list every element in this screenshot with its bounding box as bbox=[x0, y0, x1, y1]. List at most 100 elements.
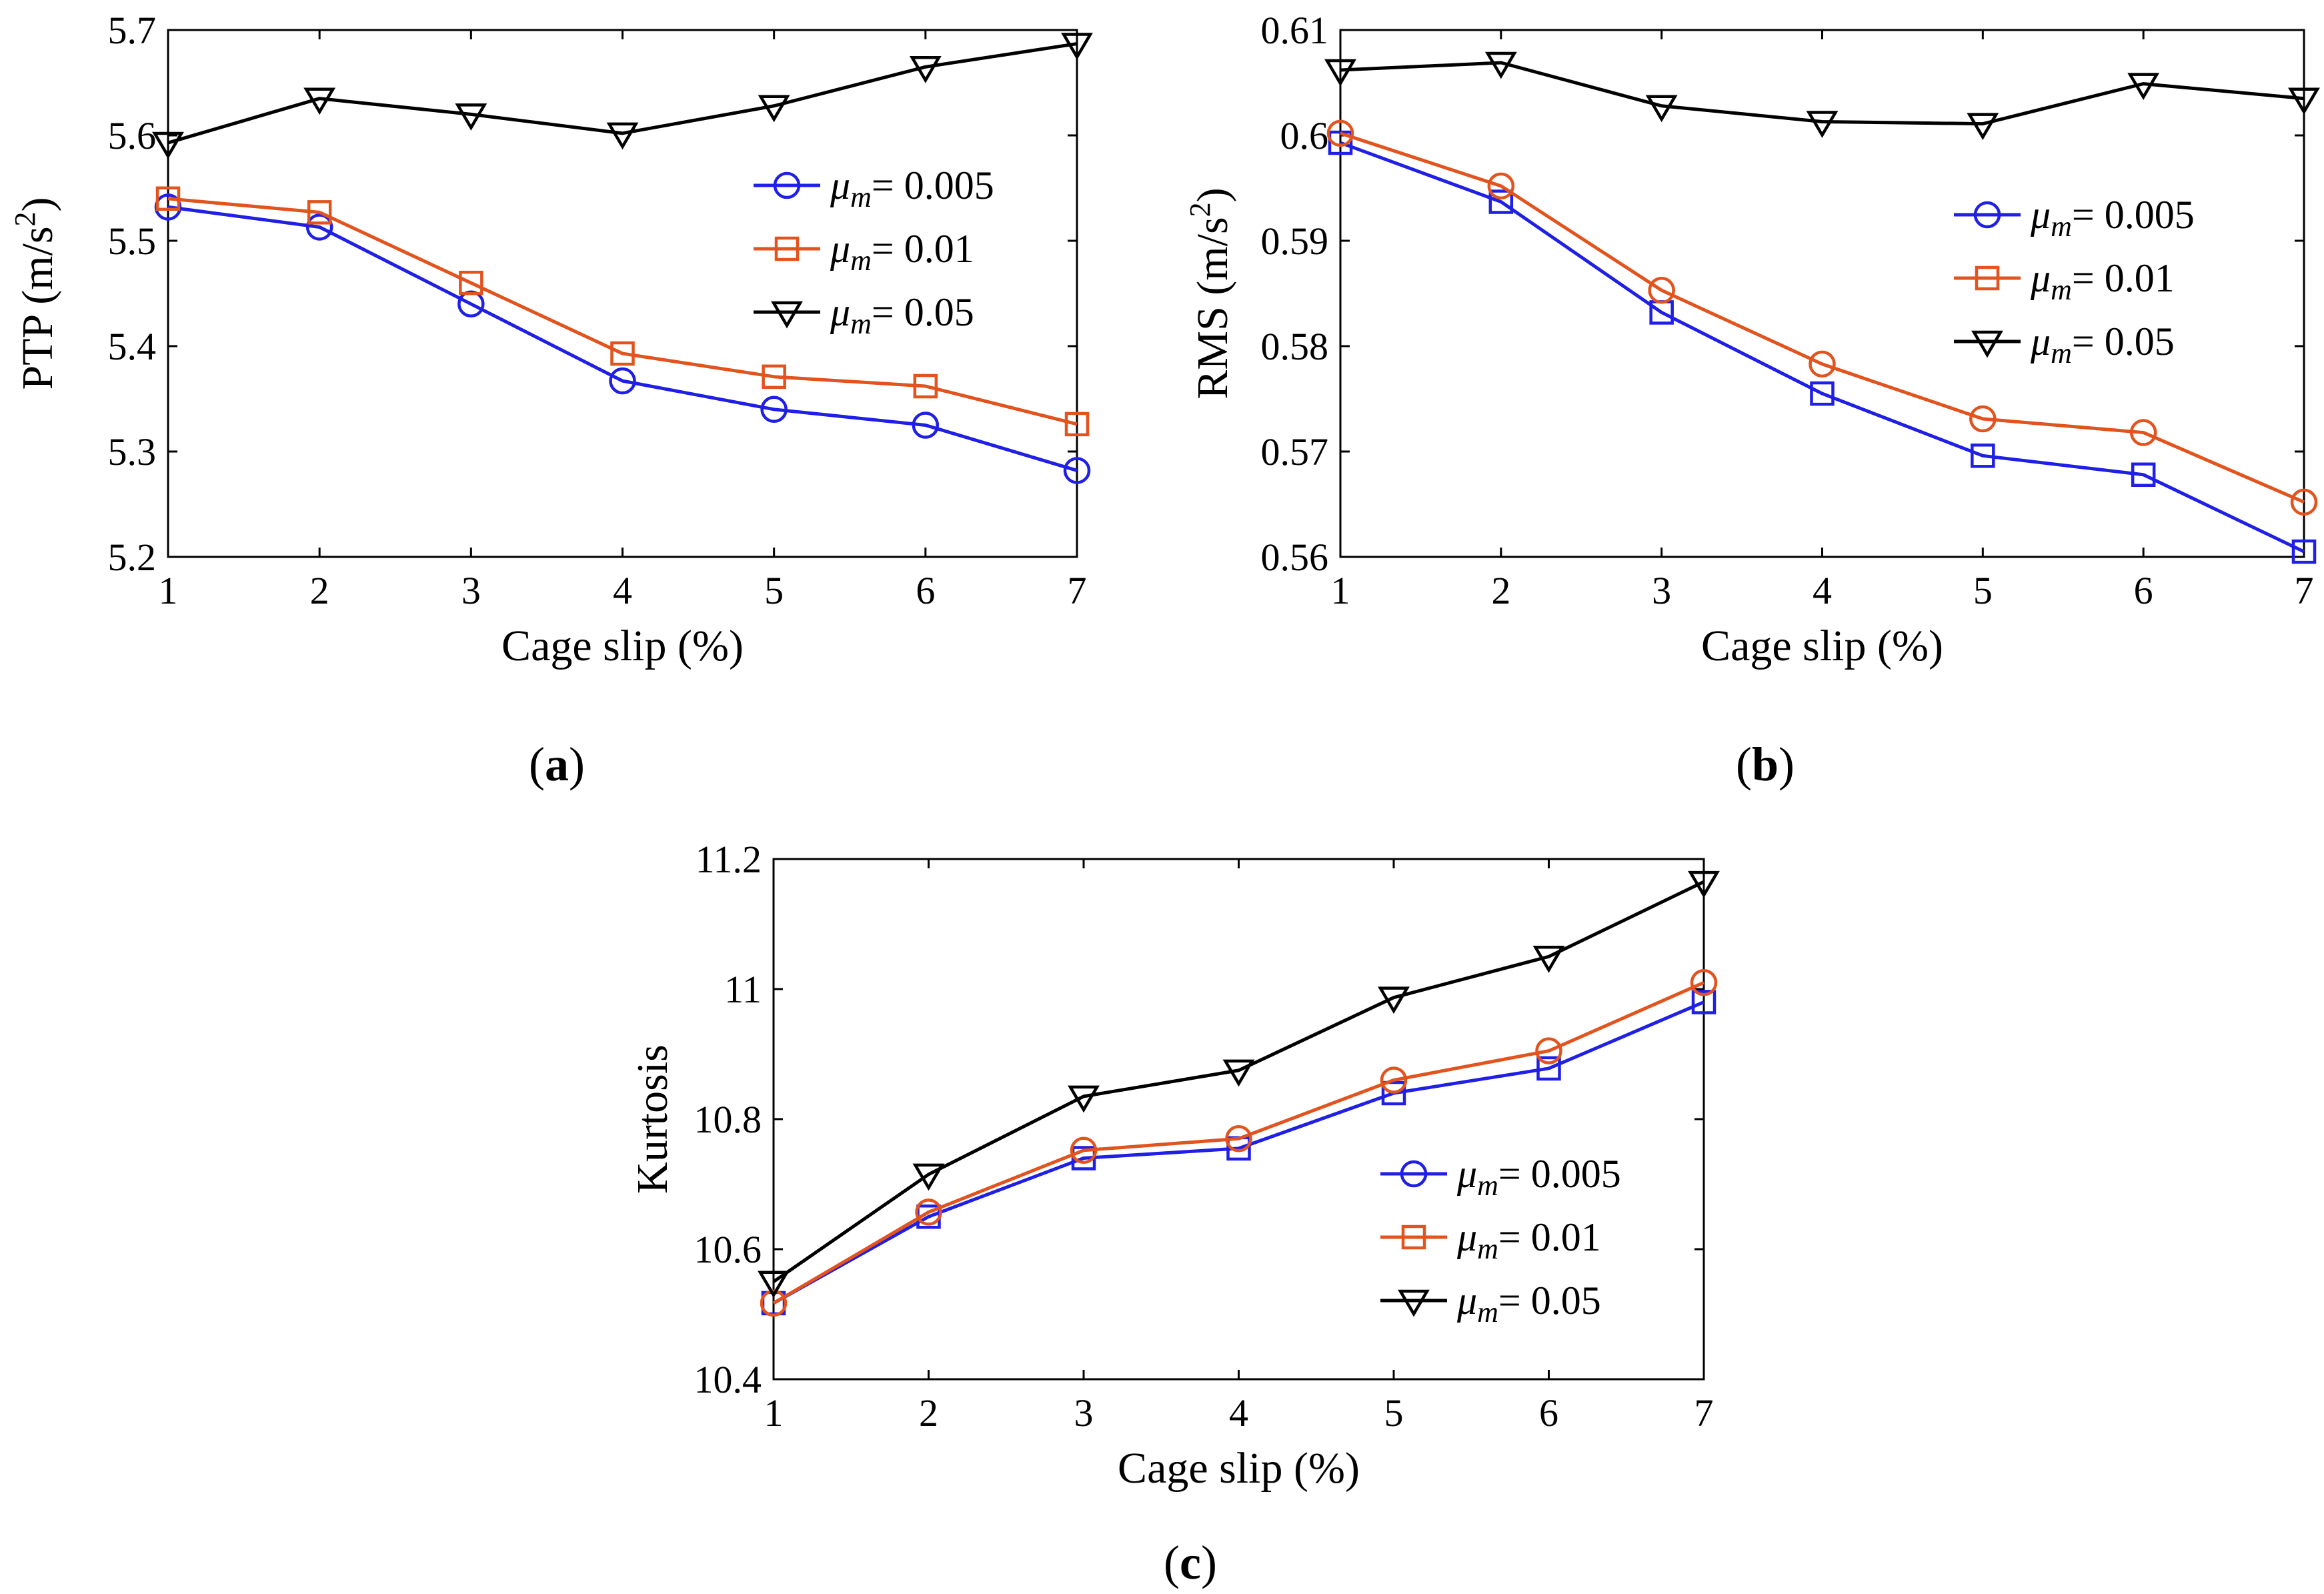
data-point-b-1-2 bbox=[1648, 277, 1675, 304]
data-point-c-1-4 bbox=[1380, 1066, 1408, 1094]
x-tick-label-a-1: 2 bbox=[310, 569, 329, 612]
x-tick-label-c-2: 3 bbox=[1074, 1391, 1094, 1435]
legend-mu-c-0: μ bbox=[1456, 1152, 1477, 1196]
data-point-a-2-5 bbox=[909, 56, 942, 83]
legend-marker-b-1 bbox=[1975, 265, 2000, 291]
data-point-b-2-4 bbox=[1967, 113, 1999, 141]
legend-marker-c-1 bbox=[1401, 1225, 1426, 1250]
x-tick-label-b-0: 1 bbox=[1331, 569, 1350, 612]
legend-mu-a-2: μ bbox=[830, 290, 850, 334]
y-tick-label-a-1: 5.3 bbox=[108, 430, 157, 474]
x-axis-title-c: Cage slip (%) bbox=[1118, 1444, 1360, 1493]
data-point-c-2-4 bbox=[1378, 986, 1410, 1014]
legend-label-a-1: μm= 0.01 bbox=[830, 227, 974, 277]
series-line-b-2 bbox=[1340, 61, 2305, 126]
y-tick-label-b-0: 0.56 bbox=[1261, 536, 1329, 579]
legend-label-c-2: μm= 0.05 bbox=[1456, 1279, 1601, 1329]
panel-label-a: (a) bbox=[529, 738, 585, 791]
y-tick-label-a-3: 5.5 bbox=[108, 219, 157, 263]
data-point-b-2-3 bbox=[1806, 111, 1839, 138]
x-tick-label-c-5: 6 bbox=[1539, 1391, 1558, 1435]
data-point-a-2-6 bbox=[1061, 33, 1093, 60]
x-tick-label-a-6: 7 bbox=[1068, 569, 1087, 612]
y-axis-title-main-a: PTP (m/s bbox=[13, 226, 62, 389]
panel-label-a-letter: a bbox=[545, 738, 569, 791]
legend-marker-a-0 bbox=[773, 171, 801, 199]
y-tick-label-b-1: 0.57 bbox=[1261, 430, 1329, 474]
legend-marker-c-0 bbox=[1400, 1160, 1428, 1188]
x-tick-label-c-0: 1 bbox=[764, 1391, 784, 1435]
legend-sub-b-1: m bbox=[2051, 273, 2072, 306]
series-line-c-2 bbox=[772, 880, 1705, 1283]
legend-marker-b-0 bbox=[1973, 201, 2001, 229]
legend-mu-b-2: μ bbox=[2030, 319, 2051, 363]
data-point-a-2-3 bbox=[606, 122, 639, 150]
data-point-c-2-6 bbox=[1688, 870, 1720, 898]
data-point-a-2-0 bbox=[152, 131, 184, 159]
legend-value-a-2: = 0.05 bbox=[872, 290, 974, 334]
data-point-b-1-5 bbox=[2129, 419, 2157, 446]
x-tick-label-b-1: 2 bbox=[1491, 569, 1510, 612]
y-axis-title-main-b: RMS (m/s bbox=[1188, 217, 1237, 399]
legend-value-b-2: = 0.05 bbox=[2072, 319, 2175, 363]
legend-label-c-0: μm= 0.005 bbox=[1456, 1152, 1621, 1202]
legend-sub-c-0: m bbox=[1477, 1169, 1498, 1202]
data-point-a-1-2 bbox=[459, 270, 483, 295]
y-axis-title-tail-b: ) bbox=[1188, 187, 1237, 202]
data-point-b-1-0 bbox=[1326, 119, 1354, 147]
legend-value-b-0: = 0.005 bbox=[2072, 193, 2195, 237]
data-point-a-0-4 bbox=[760, 395, 788, 424]
legend-label-a-2: μm= 0.05 bbox=[830, 290, 974, 340]
legend-mu-b-1: μ bbox=[2030, 256, 2051, 300]
y-tick-label-c-0: 10.4 bbox=[694, 1358, 762, 1401]
data-point-a-0-6 bbox=[1063, 457, 1091, 484]
x-tick-label-c-4: 5 bbox=[1384, 1391, 1404, 1435]
data-point-c-2-1 bbox=[912, 1163, 945, 1191]
data-point-b-2-5 bbox=[2127, 73, 2160, 101]
data-point-a-2-4 bbox=[758, 95, 790, 123]
data-point-b-1-3 bbox=[1809, 350, 1836, 378]
y-tick-label-c-2: 10.8 bbox=[694, 1098, 762, 1141]
x-tick-label-c-3: 4 bbox=[1229, 1391, 1248, 1435]
legend-label-c-1: μm= 0.01 bbox=[1456, 1215, 1601, 1265]
panel-label-b: (b) bbox=[1736, 738, 1795, 791]
x-tick-label-b-2: 3 bbox=[1652, 569, 1671, 612]
data-point-c-1-0 bbox=[760, 1289, 788, 1317]
legend-label-a-0: μm= 0.005 bbox=[830, 163, 994, 213]
data-point-b-0-3 bbox=[1810, 381, 1835, 406]
legend-value-c-2: = 0.05 bbox=[1498, 1279, 1601, 1323]
data-point-b-0-6 bbox=[2291, 539, 2317, 564]
data-point-c-1-3 bbox=[1225, 1125, 1252, 1152]
data-point-a-1-3 bbox=[610, 341, 635, 366]
data-point-b-2-0 bbox=[1324, 59, 1356, 87]
data-point-b-0-4 bbox=[1971, 444, 1995, 468]
x-tick-label-c-1: 2 bbox=[919, 1391, 938, 1435]
y-tick-label-a-5: 5.7 bbox=[108, 9, 157, 52]
legend-sub-b-2: m bbox=[2051, 337, 2072, 369]
data-point-c-0-5 bbox=[1536, 1056, 1561, 1081]
y-tick-label-a-4: 5.6 bbox=[108, 114, 157, 157]
data-point-a-1-1 bbox=[307, 200, 332, 225]
series-line-b-0 bbox=[1340, 141, 2305, 554]
data-point-a-0-5 bbox=[912, 412, 940, 439]
data-point-b-2-1 bbox=[1484, 51, 1517, 79]
data-point-a-1-6 bbox=[1064, 412, 1090, 437]
x-tick-label-a-5: 6 bbox=[916, 569, 935, 612]
legend-marker-a-1 bbox=[774, 236, 800, 261]
y-tick-label-b-3: 0.59 bbox=[1261, 219, 1329, 263]
legend-label-b-0: μm= 0.005 bbox=[2030, 193, 2195, 243]
y-tick-label-b-2: 0.58 bbox=[1261, 325, 1329, 368]
x-tick-label-b-6: 7 bbox=[2295, 569, 2314, 612]
data-point-c-2-3 bbox=[1222, 1059, 1255, 1087]
plot-area-b bbox=[1339, 29, 2305, 558]
panel-label-c-letter: c bbox=[1180, 1536, 1201, 1589]
legend-value-c-0: = 0.005 bbox=[1498, 1152, 1621, 1196]
y-axis-title-sup-b: 2 bbox=[1184, 202, 1216, 217]
legend-value-b-1: = 0.01 bbox=[2072, 256, 2175, 300]
x-tick-label-c-6: 7 bbox=[1694, 1391, 1714, 1435]
legend-value-c-1: = 0.01 bbox=[1498, 1215, 1601, 1259]
x-tick-label-a-2: 3 bbox=[461, 569, 481, 612]
data-point-a-2-2 bbox=[455, 103, 487, 131]
legend-mu-c-2: μ bbox=[1456, 1279, 1477, 1323]
